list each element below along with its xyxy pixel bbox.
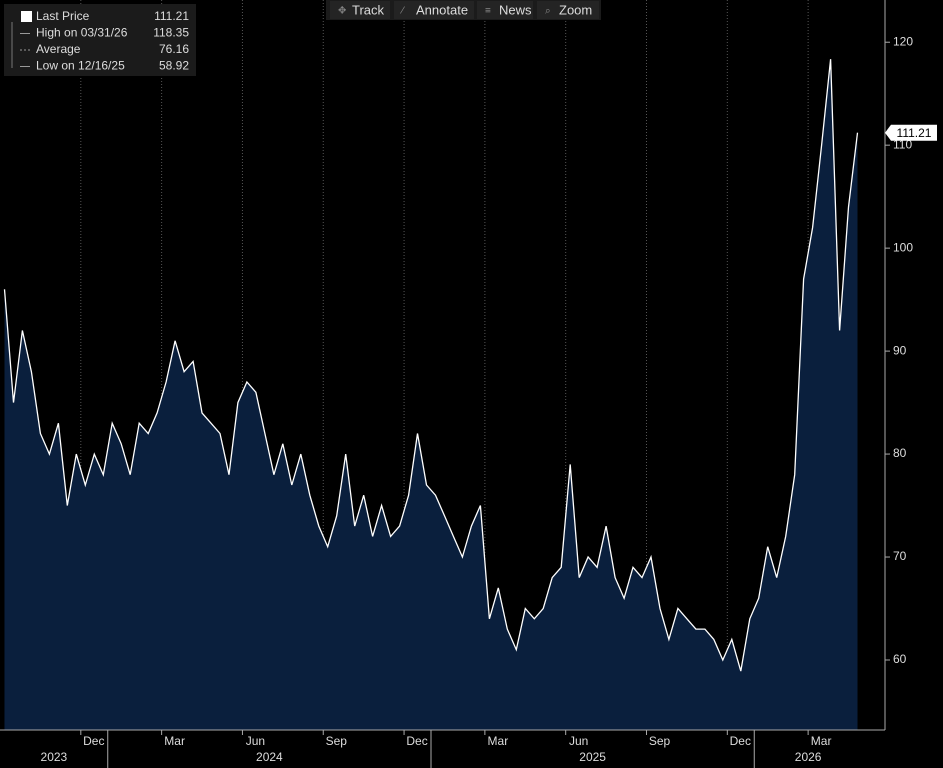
year-label: 2024 bbox=[256, 750, 283, 764]
toolbar-icon-0: ✥ bbox=[338, 6, 346, 17]
price-line bbox=[3, 59, 859, 672]
toolbar-button-bg[interactable] bbox=[394, 1, 474, 19]
legend-value: 58.92 bbox=[159, 59, 189, 73]
x-tick-label: Dec bbox=[730, 734, 751, 748]
legend-value: 76.16 bbox=[159, 42, 189, 56]
toolbar-label[interactable]: Track bbox=[352, 2, 385, 17]
toolbar: ✥ Track ⁄ Annotate ≡ News ⌕ Zoom bbox=[326, 0, 601, 20]
toolbar-button[interactable]: ≡ News bbox=[477, 1, 533, 19]
x-tick-label: Dec bbox=[406, 734, 427, 748]
x-tick-label: Jun bbox=[246, 734, 265, 748]
toolbar-button-bg[interactable] bbox=[330, 1, 390, 19]
x-tick-label: Mar bbox=[164, 734, 185, 748]
last-price-tag bbox=[885, 124, 937, 141]
legend-value: 111.21 bbox=[154, 9, 189, 23]
legend-value: 118.35 bbox=[153, 26, 189, 40]
y-tick-label: 70 bbox=[893, 549, 907, 563]
toolbar-label[interactable]: Zoom bbox=[559, 2, 592, 17]
x-tick-label: Mar bbox=[488, 734, 509, 748]
toolbar-label[interactable]: Annotate bbox=[416, 2, 468, 17]
x-tick-label: Dec bbox=[83, 734, 104, 748]
x-tick-label: Sep bbox=[326, 734, 348, 748]
toolbar-icon-3: ⌕ bbox=[545, 6, 551, 17]
toolbar-button-bg[interactable] bbox=[537, 1, 599, 19]
x-tick-label: Jun bbox=[569, 734, 588, 748]
y-tick-label: 100 bbox=[893, 240, 913, 254]
legend-swatch bbox=[21, 11, 32, 22]
toolbar-label[interactable]: News bbox=[499, 2, 532, 17]
legend-label: Last Price bbox=[36, 9, 90, 23]
toolbar-button[interactable]: ⌕ Zoom bbox=[537, 1, 599, 19]
y-tick-label: 60 bbox=[893, 652, 907, 666]
legend-box bbox=[4, 4, 196, 76]
legend-label: High on 03/31/26 bbox=[36, 26, 128, 40]
legend-label: Average bbox=[36, 42, 81, 56]
last-price-tag-label: 111.21 bbox=[897, 126, 932, 140]
y-tick-label: 80 bbox=[893, 446, 907, 460]
x-tick-label: Sep bbox=[649, 734, 671, 748]
year-label: 2023 bbox=[41, 750, 68, 764]
year-label: 2025 bbox=[579, 750, 606, 764]
toolbar-button[interactable]: ✥ Track bbox=[330, 1, 390, 19]
year-label: 2026 bbox=[795, 750, 822, 764]
toolbar-icon-2: ≡ bbox=[485, 6, 491, 17]
x-tick-label: Mar bbox=[811, 734, 832, 748]
area bbox=[4, 59, 858, 730]
y-tick-label: 90 bbox=[893, 343, 907, 357]
toolbar-button-bg[interactable] bbox=[477, 1, 533, 19]
toolbar-button[interactable]: ⁄ Annotate bbox=[394, 1, 474, 19]
legend-label: Low on 12/16/25 bbox=[36, 59, 125, 73]
y-tick-label: 120 bbox=[893, 34, 913, 48]
y-tick-label: 110 bbox=[893, 137, 912, 151]
toolbar-icon-1: ⁄ bbox=[399, 6, 405, 17]
